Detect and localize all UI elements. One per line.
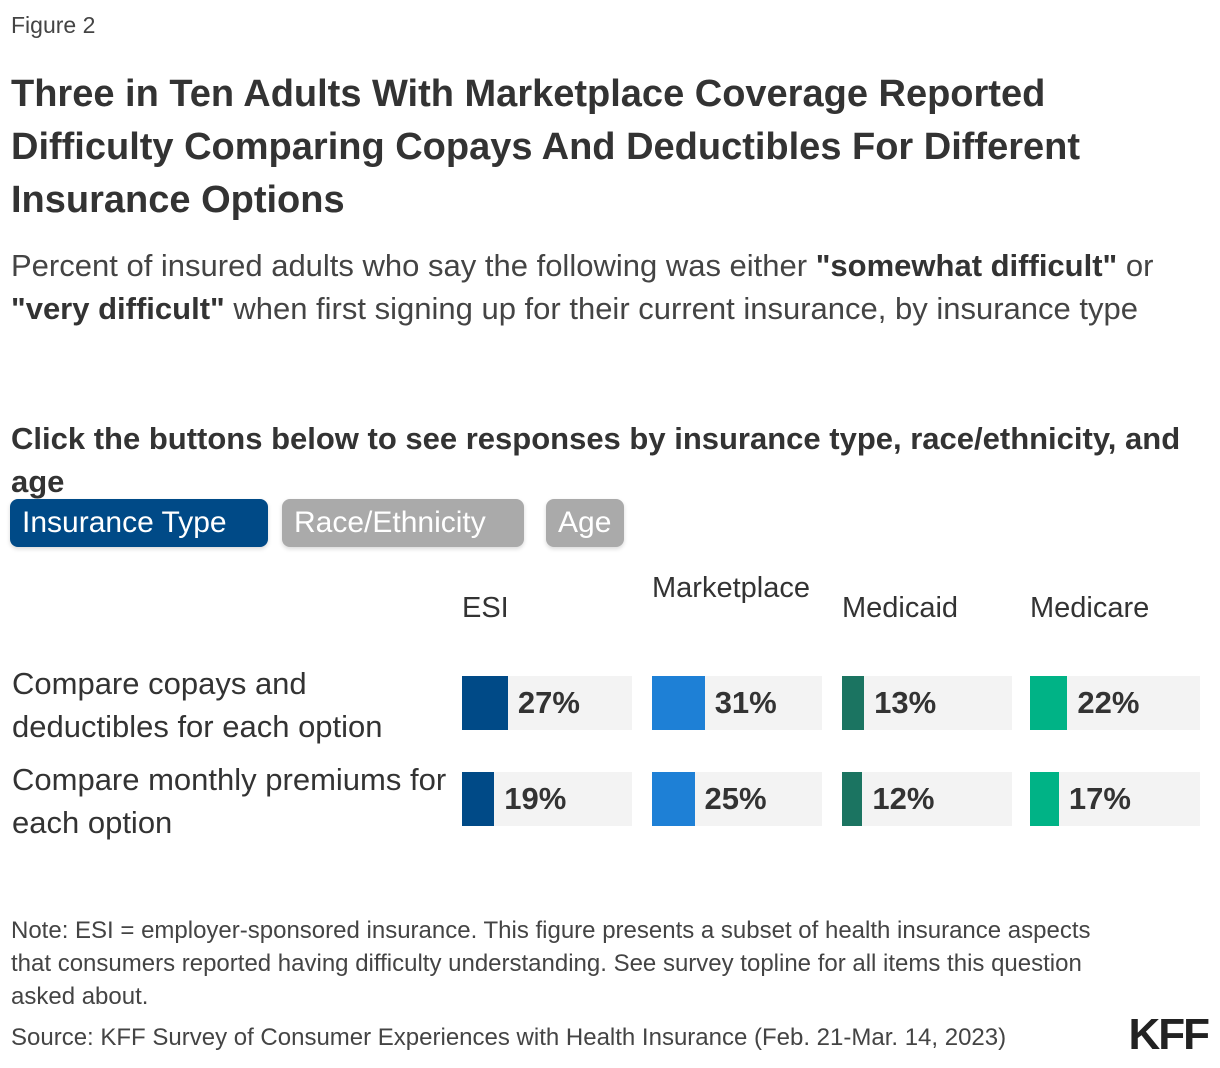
data-label: 22% xyxy=(1077,685,1140,720)
chart-subtitle: Percent of insured adults who say the fo… xyxy=(11,244,1211,330)
bar-track: 13% xyxy=(842,676,1012,730)
chart-source: Source: KFF Survey of Consumer Experienc… xyxy=(11,1024,1007,1051)
kff-logo: KFF xyxy=(1128,1010,1210,1059)
data-label: 31% xyxy=(714,685,777,720)
data-label: 13% xyxy=(874,685,937,720)
bar-track: 12% xyxy=(842,772,1012,826)
chart-title: Three in Ten Adults With Marketplace Cov… xyxy=(11,73,1081,221)
row-label: Compare monthly premiums for each option xyxy=(12,762,447,840)
insurance-type-button[interactable]: Insurance Type xyxy=(10,499,268,547)
figure-label: Figure 2 xyxy=(11,12,96,38)
instruction-text: Click the buttons below to see responses… xyxy=(11,421,1181,499)
bar xyxy=(1030,676,1068,730)
subtitle-bold: "somewhat difficult" xyxy=(815,248,1118,283)
subtitle-bold: "very difficult" xyxy=(11,291,225,326)
subtitle-text: or xyxy=(1117,248,1154,283)
bar xyxy=(842,676,865,730)
bar-track: 31% xyxy=(652,676,822,730)
data-label: 12% xyxy=(872,781,935,816)
bar-track: 22% xyxy=(1030,676,1200,730)
bar xyxy=(652,772,695,826)
bar xyxy=(462,676,508,730)
data-label: 25% xyxy=(704,781,767,816)
bar-track: 27% xyxy=(462,676,632,730)
subtitle-text: when first signing up for their current … xyxy=(224,291,1138,326)
bar xyxy=(842,772,863,826)
bar-track: 17% xyxy=(1030,772,1200,826)
column-header: Medicaid xyxy=(842,592,959,624)
column-header: Medicare xyxy=(1030,592,1150,624)
bar-track: 19% xyxy=(462,772,632,826)
chart-note: Note: ESI = employer-sponsored insurance… xyxy=(11,917,1091,1010)
data-label: 19% xyxy=(504,781,567,816)
subtitle-text: Percent of insured adults who say the fo… xyxy=(11,248,816,283)
column-header: ESI xyxy=(462,592,509,624)
bar xyxy=(652,676,705,730)
race-ethnicity-button[interactable]: Race/Ethnicity xyxy=(282,499,524,547)
age-button[interactable]: Age xyxy=(546,499,624,547)
bar xyxy=(1030,772,1059,826)
bar-track: 25% xyxy=(652,772,822,826)
column-header: Marketplace xyxy=(652,572,810,604)
row-label: Compare copays and deductibles for each … xyxy=(12,666,383,744)
bar xyxy=(462,772,495,826)
data-label: 17% xyxy=(1068,781,1131,816)
data-label: 27% xyxy=(517,685,580,720)
